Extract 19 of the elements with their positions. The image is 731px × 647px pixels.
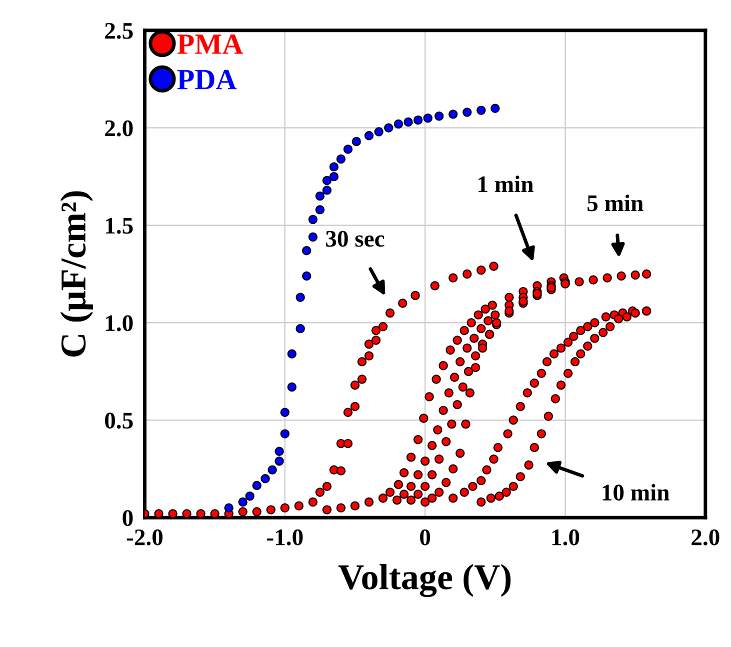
y-tick-label: 1.0 xyxy=(106,315,133,332)
y-axis-title: C (μF/cm²) xyxy=(60,191,93,357)
x-tick-label: -2.0 xyxy=(126,529,163,546)
legend-label: PDA xyxy=(177,70,237,90)
legend-label: PMA xyxy=(177,34,244,54)
x-tick-label: 1.0 xyxy=(552,529,580,546)
y-tick-label: 0.5 xyxy=(105,412,133,429)
y-tick-label: 1.5 xyxy=(106,218,133,234)
y-tick-label: 2.5 xyxy=(105,22,133,39)
x-tick-label: -1.0 xyxy=(267,529,303,546)
y-tick-label: 0 xyxy=(122,510,133,526)
x-axis-title: Voltage (V) xyxy=(338,564,511,598)
x-tick-label: 2.0 xyxy=(692,529,720,546)
annotation: 1 min xyxy=(478,176,534,192)
annotation: 10 min xyxy=(602,484,670,501)
annotation: 30 sec xyxy=(326,230,384,247)
x-tick-label: 0 xyxy=(420,529,430,546)
y-tick-label: 2.0 xyxy=(105,120,133,136)
annotation: 5 min xyxy=(588,194,644,212)
